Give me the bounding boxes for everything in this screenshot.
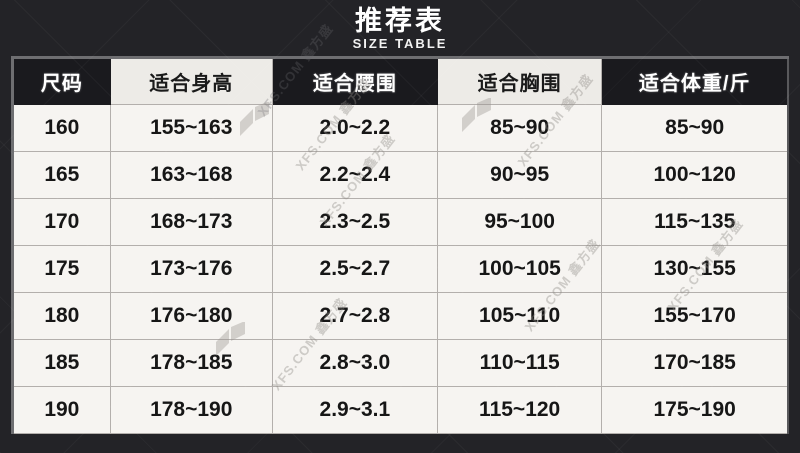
size-table: 尺码 适合身高 适合腰围 适合胸围 适合体重/斤 160 155~163 2.0~2.2 85…	[11, 56, 789, 434]
value-cell: 173~176	[109, 245, 273, 293]
size-cell: 165	[12, 151, 111, 199]
value-cell: 100~120	[601, 151, 789, 199]
value-cell: 155~170	[601, 292, 789, 340]
value-cell: 85~90	[601, 104, 789, 152]
header-row: 尺码 适合身高 适合腰围 适合胸围 适合体重/斤	[12, 57, 789, 105]
value-cell: 95~100	[436, 198, 603, 246]
value-cell: 2.2~2.4	[271, 151, 438, 199]
size-cell: 170	[12, 198, 111, 246]
value-cell: 115~120	[436, 386, 603, 434]
value-cell: 2.0~2.2	[271, 104, 438, 152]
value-cell: 85~90	[436, 104, 603, 152]
value-cell: 100~105	[436, 245, 603, 293]
size-cell: 180	[12, 292, 111, 340]
column-header-3: 适合腰围	[271, 57, 438, 105]
table-row: 175 173~176 2.5~2.7 100~105 130~155	[12, 245, 789, 293]
size-cell: 160	[12, 104, 111, 152]
size-cell: 190	[12, 386, 111, 434]
value-cell: 170~185	[601, 339, 789, 387]
value-cell: 175~190	[601, 386, 789, 434]
column-header-1: 尺码	[12, 57, 111, 105]
size-cell: 175	[12, 245, 111, 293]
value-cell: 163~168	[109, 151, 273, 199]
size-table-head: 尺码 适合身高 适合腰围 适合胸围 适合体重/斤	[12, 57, 789, 105]
table-row: 180 176~180 2.7~2.8 105~110 155~170	[12, 292, 789, 340]
value-cell: 178~190	[109, 386, 273, 434]
value-cell: 168~173	[109, 198, 273, 246]
table-row: 190 178~190 2.9~3.1 115~120 175~190	[12, 386, 789, 434]
column-header-4: 适合胸围	[436, 57, 603, 105]
title-block: 推荐表 SIZE TABLE	[0, 0, 800, 52]
value-cell: 110~115	[436, 339, 603, 387]
value-cell: 2.3~2.5	[271, 198, 438, 246]
value-cell: 90~95	[436, 151, 603, 199]
table-row: 160 155~163 2.0~2.2 85~90 85~90	[12, 104, 789, 152]
column-header-5: 适合体重/斤	[601, 57, 789, 105]
value-cell: 105~110	[436, 292, 603, 340]
table-row: 185 178~185 2.8~3.0 110~115 170~185	[12, 339, 789, 387]
size-table-body: 160 155~163 2.0~2.2 85~90 85~90 165 163~168 2.2…	[12, 104, 789, 434]
column-header-2: 适合身高	[109, 57, 273, 105]
value-cell: 2.5~2.7	[271, 245, 438, 293]
table-row: 165 163~168 2.2~2.4 90~95 100~120	[12, 151, 789, 199]
value-cell: 2.9~3.1	[271, 386, 438, 434]
value-cell: 115~135	[601, 198, 789, 246]
value-cell: 178~185	[109, 339, 273, 387]
page-title: 推荐表	[355, 6, 445, 36]
value-cell: 176~180	[109, 292, 273, 340]
value-cell: 2.7~2.8	[271, 292, 438, 340]
page-subtitle: SIZE TABLE	[352, 36, 448, 51]
value-cell: 130~155	[601, 245, 789, 293]
size-cell: 185	[12, 339, 111, 387]
table-row: 170 168~173 2.3~2.5 95~100 115~135	[12, 198, 789, 246]
value-cell: 2.8~3.0	[271, 339, 438, 387]
value-cell: 155~163	[109, 104, 273, 152]
